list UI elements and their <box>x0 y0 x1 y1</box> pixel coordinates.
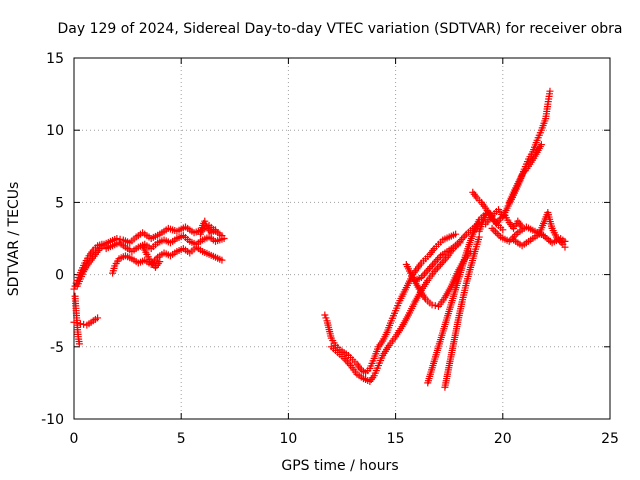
data-point-marker <box>492 228 500 236</box>
y-tick-label: -5 <box>50 340 64 356</box>
data-point-marker <box>452 230 460 238</box>
y-tick-label: 15 <box>46 51 64 67</box>
x-tick-label: 20 <box>494 431 512 447</box>
data-point-marker <box>432 266 440 274</box>
data-point-marker <box>561 243 569 251</box>
series-morning-spike <box>196 217 220 238</box>
x-tick-label: 10 <box>279 431 297 447</box>
series-early-drop <box>71 292 83 348</box>
data-point-marker <box>156 258 164 266</box>
data-point-marker <box>490 226 498 234</box>
data-points <box>70 87 569 391</box>
y-tick-label: -10 <box>41 412 64 428</box>
series-morning-low <box>109 243 226 277</box>
plot-frame <box>73 57 611 420</box>
data-point-marker <box>430 259 438 267</box>
data-point-marker <box>218 256 226 264</box>
data-point-marker <box>537 141 545 149</box>
x-tick-label: 25 <box>601 431 619 447</box>
grid <box>74 58 610 419</box>
series-late-rise-b <box>441 233 483 391</box>
y-tick-label: 5 <box>55 195 64 211</box>
data-point-marker <box>461 232 469 240</box>
x-tick-label: 0 <box>70 431 79 447</box>
data-point-marker <box>438 259 446 267</box>
series-late-up <box>482 87 554 228</box>
data-point-marker <box>421 270 429 278</box>
data-point-marker <box>428 301 436 309</box>
data-point-marker <box>70 318 78 326</box>
series-late-tail-2 <box>510 209 569 251</box>
series-late-tail <box>488 223 569 247</box>
data-point-marker <box>94 314 102 322</box>
data-point-marker <box>546 87 554 95</box>
data-point-marker <box>432 257 440 265</box>
data-point-marker <box>440 257 448 265</box>
series-afternoon-main <box>321 230 460 377</box>
data-point-marker <box>345 360 353 368</box>
data-point-marker <box>431 302 439 310</box>
data-point-marker <box>437 260 445 268</box>
chart-title: Day 129 of 2024, Sidereal Day-to-day VTE… <box>57 21 622 37</box>
data-point-marker <box>458 236 466 244</box>
series-early-low <box>70 314 102 329</box>
series-late-rise-a <box>424 210 490 387</box>
y-axis-label: SDTVAR / TECUs <box>6 182 22 297</box>
data-point-marker <box>73 319 81 327</box>
x-tick-label: 5 <box>177 431 186 447</box>
x-axis-label: GPS time / hours <box>281 458 398 474</box>
data-point-marker <box>75 340 83 348</box>
data-point-marker <box>429 261 437 269</box>
data-point-marker <box>435 254 443 262</box>
data-point-marker <box>488 224 496 232</box>
series-morning-branch <box>139 242 164 271</box>
data-point-marker <box>499 226 507 234</box>
data-point-marker <box>433 255 441 263</box>
series-early-rise-2 <box>73 242 108 290</box>
data-point-marker <box>433 264 441 272</box>
data-point-marker <box>220 235 228 242</box>
data-point-marker <box>512 230 520 238</box>
y-tick-label: 10 <box>46 123 64 139</box>
data-point-marker <box>427 263 435 271</box>
data-point-marker <box>510 232 518 240</box>
data-point-marker <box>76 320 84 328</box>
data-point-marker <box>212 226 220 234</box>
data-point-marker <box>425 264 433 272</box>
data-point-marker <box>80 320 88 328</box>
x-tick-label: 15 <box>387 431 405 447</box>
y-tick-label: 0 <box>55 268 64 284</box>
data-point-marker <box>495 231 503 239</box>
data-point-marker <box>459 234 467 242</box>
data-point-marker <box>422 268 430 276</box>
axis-ticks: 0 5 10 15 20 25 -10 -5 0 5 10 15 <box>41 51 619 447</box>
data-point-marker <box>493 230 501 238</box>
series-late-up-2 <box>505 141 545 206</box>
data-point-marker <box>435 262 443 270</box>
data-point-marker <box>116 235 124 243</box>
data-point-marker <box>505 237 513 245</box>
data-point-marker <box>424 266 432 274</box>
